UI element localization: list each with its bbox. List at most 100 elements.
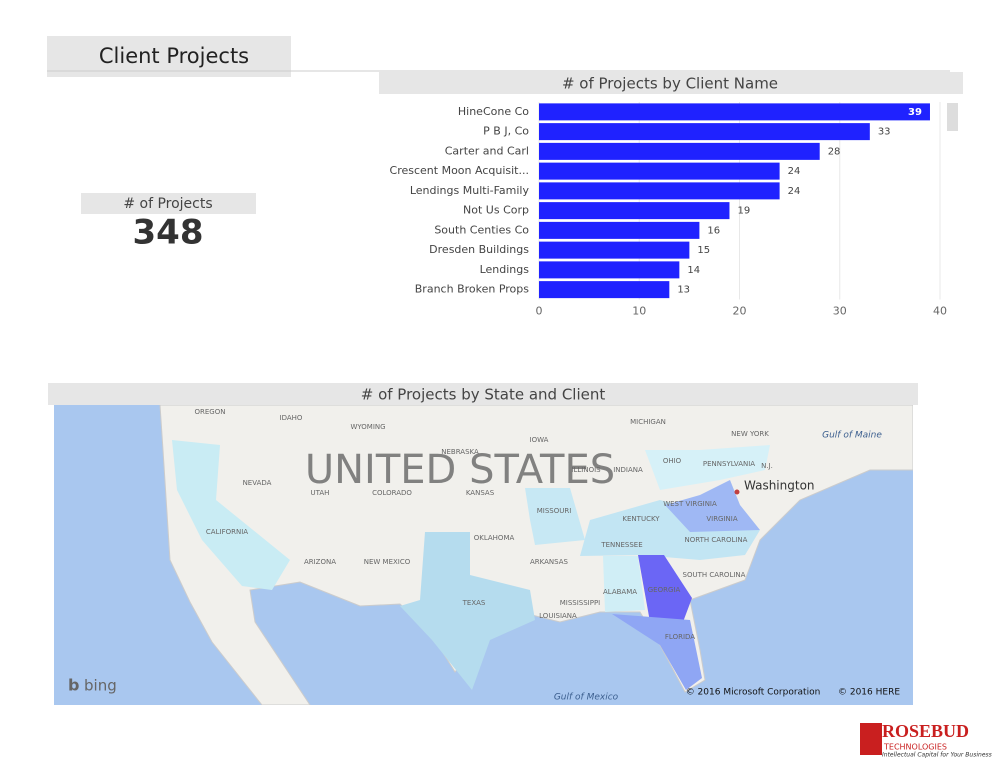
x-tick-label: 0 (536, 305, 543, 318)
bar (539, 202, 730, 220)
state-label: NORTH CAROLINA (685, 536, 748, 544)
y-tick-label: Not Us Corp (463, 204, 529, 217)
capital-dot (734, 489, 740, 495)
state-label: TEXAS (462, 599, 486, 607)
state-label: MICHIGAN (630, 418, 666, 426)
x-tick-label: 40 (933, 305, 947, 318)
data-label: 16 (707, 225, 720, 236)
city-label: Washington (744, 479, 815, 493)
state-label: LOUISIANA (539, 612, 577, 620)
state-label: IDAHO (280, 414, 303, 422)
data-label: 13 (677, 285, 690, 296)
state-label: INDIANA (613, 466, 643, 474)
data-label: 14 (687, 265, 700, 276)
state-label: ARIZONA (304, 558, 336, 566)
logo-sub: TECHNOLOGIES (883, 743, 947, 752)
bar (539, 162, 780, 180)
state-label: SOUTH CAROLINA (683, 571, 746, 579)
copyright: © 2016 HERE (838, 688, 900, 698)
data-label: 15 (697, 245, 710, 256)
copyright: © 2016 Microsoft Corporation (686, 688, 821, 698)
chart-title: # of Projects by Client Name (562, 75, 778, 93)
chart-title-band (379, 72, 963, 94)
bar (539, 241, 690, 259)
state-label: NEBRASKA (441, 448, 479, 456)
state-label: NEW YORK (731, 430, 769, 438)
water-label: Gulf of Mexico (554, 693, 619, 703)
y-tick-label: Crescent Moon Acquisit... (390, 164, 529, 177)
map[interactable]: OREGON IDAHO WYOMING NEBRASKA IOWA MICHIGAN NE… (54, 405, 913, 705)
y-tick-label: HineCone Co (458, 105, 529, 118)
state-label: ALABAMA (603, 588, 637, 596)
state-virginia (665, 480, 760, 532)
header-box (47, 36, 291, 77)
state-label: ILLINOIS (571, 466, 601, 474)
data-label: 28 (828, 146, 841, 157)
map-title: # of Projects by State and Client (361, 386, 606, 404)
state-label: OREGON (195, 408, 226, 416)
data-label: 39 (908, 107, 922, 118)
card-band (81, 193, 256, 214)
card-value: 348 (133, 213, 204, 253)
water-label: Gulf of Maine (822, 431, 882, 441)
x-tick-label: 20 (733, 305, 747, 318)
provider-icon: b (68, 676, 79, 695)
scrollbar[interactable] (947, 103, 958, 131)
state-label: COLORADO (372, 489, 412, 497)
state-label: PENNSYLVANIA (703, 460, 755, 468)
bar (539, 103, 930, 121)
map-labels: OREGON IDAHO WYOMING NEBRASKA IOWA MICHIGAN NE… (195, 408, 773, 641)
bar (539, 221, 700, 239)
state-label: ARKANSAS (530, 558, 569, 566)
state-label: CALIFORNIA (206, 528, 248, 536)
y-tick-label: Branch Broken Props (415, 283, 530, 296)
y-tick-label: Carter and Carl (445, 144, 529, 157)
state-label: OKLAHOMA (474, 534, 515, 542)
provider-logo: bing (84, 677, 117, 695)
state-florida (612, 614, 702, 690)
state-label: VIRGINIA (706, 515, 738, 523)
bar (539, 182, 780, 200)
y-tick-label: Dresden Buildings (429, 243, 529, 256)
state-label: MISSISSIPPI (560, 599, 601, 607)
data-label: 19 (737, 206, 750, 217)
bar (539, 281, 670, 299)
state-label: UTAH (311, 489, 330, 497)
y-tick-label: Lendings Multi-Family (410, 184, 530, 197)
state-alabama (603, 556, 645, 612)
state-label: GEORGIA (648, 586, 681, 594)
state-georgia (638, 555, 692, 622)
state-label: KENTUCKY (622, 515, 660, 523)
state-label: TENNESSEE (600, 541, 642, 549)
country-label: UNITED STATES (305, 447, 615, 493)
state-label: OHIO (663, 457, 682, 465)
bar-chart: 0 10 20 30 40 HineCone Co 39 P B J, Co 33 Carter … (390, 102, 947, 318)
state-missouri (525, 488, 585, 545)
page-title: Client Projects (99, 44, 249, 68)
y-tick-label: South Centies Co (434, 223, 529, 236)
state-label: KANSAS (466, 489, 495, 497)
data-label: 24 (788, 166, 801, 177)
y-tick-label: P B J, Co (483, 125, 529, 138)
state-label: WEST VIRGINIA (663, 500, 717, 508)
bar (539, 261, 680, 279)
logo-tagline: Intellectual Capital for Your Business (882, 752, 992, 759)
state-label: NEW MEXICO (364, 558, 411, 566)
card-label: # of Projects (123, 196, 212, 212)
logo-icon (860, 723, 882, 755)
data-label: 24 (788, 186, 801, 197)
state-north (645, 445, 770, 490)
state-label: WYOMING (350, 423, 385, 431)
y-tick-label: Lendings (480, 263, 530, 276)
x-tick-label: 30 (833, 305, 847, 318)
logo-name: ROSEBUD (882, 721, 969, 741)
bar (539, 123, 870, 141)
state-label: FLORIDA (665, 633, 695, 641)
bar (539, 142, 820, 160)
data-label: 33 (878, 127, 891, 138)
map-title-band (48, 383, 918, 405)
state-texas (400, 532, 535, 690)
state-label: N.J. (761, 462, 773, 470)
state-california (172, 440, 290, 590)
